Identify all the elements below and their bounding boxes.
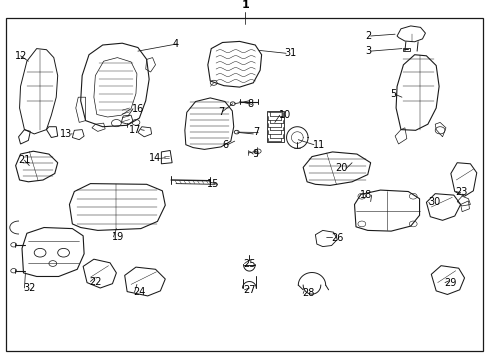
Text: 16: 16	[132, 104, 144, 114]
Text: 13: 13	[60, 129, 72, 139]
Text: 14: 14	[149, 153, 161, 163]
Text: 22: 22	[89, 276, 102, 287]
Text: 4: 4	[172, 39, 178, 49]
Text: 11: 11	[312, 140, 325, 150]
Text: 9: 9	[252, 149, 258, 159]
Text: 10: 10	[278, 110, 290, 120]
Text: 7: 7	[252, 127, 259, 138]
Text: 30: 30	[427, 197, 439, 207]
Text: 5: 5	[389, 89, 395, 99]
Text: 25: 25	[243, 258, 256, 269]
Text: 27: 27	[243, 285, 256, 295]
Text: 31: 31	[284, 48, 296, 58]
Text: 18: 18	[360, 190, 372, 200]
Text: 24: 24	[133, 287, 145, 297]
Text: 29: 29	[443, 278, 455, 288]
Text: 2: 2	[365, 31, 371, 41]
Text: 7: 7	[217, 107, 224, 117]
Text: 6: 6	[222, 140, 228, 150]
Text: 23: 23	[454, 186, 466, 197]
Text: 21: 21	[19, 155, 31, 165]
Text: 28: 28	[302, 288, 314, 298]
Text: 1: 1	[241, 0, 249, 10]
Bar	[402, 48, 409, 51]
Text: 15: 15	[206, 179, 219, 189]
Text: 3: 3	[365, 46, 371, 56]
Text: 19: 19	[111, 232, 123, 242]
Text: 20: 20	[334, 163, 346, 174]
Text: 8: 8	[246, 99, 253, 109]
Text: 26: 26	[331, 233, 343, 243]
Text: 12: 12	[15, 51, 27, 61]
Text: 17: 17	[129, 125, 142, 135]
Text: 32: 32	[23, 283, 36, 293]
